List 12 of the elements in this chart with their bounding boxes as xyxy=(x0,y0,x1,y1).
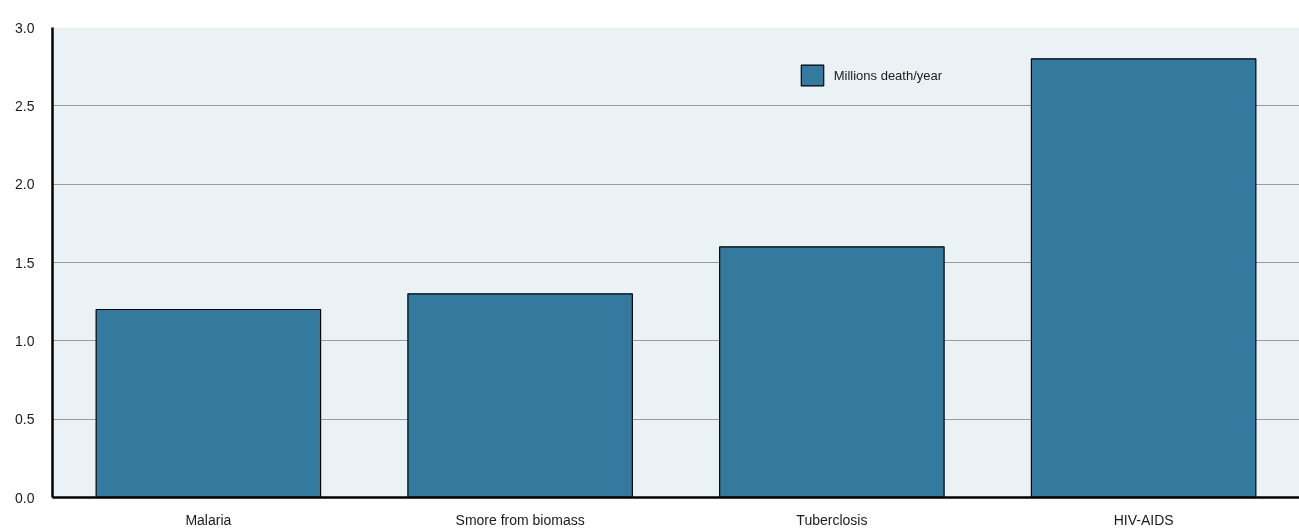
y-tick-label: 1.0 xyxy=(15,332,35,349)
x-tick-label: HIV-AIDS xyxy=(1113,511,1174,528)
y-tick-label: 1.5 xyxy=(15,254,35,271)
x-tick-label: Smore from biomass xyxy=(455,511,585,528)
y-tick-label: 2.0 xyxy=(15,176,35,193)
y-tick-label: 0.5 xyxy=(15,411,35,428)
y-tick-label: 2.5 xyxy=(15,97,35,114)
y-tick-label: 0.0 xyxy=(15,489,35,506)
x-tick-label: Malaria xyxy=(185,511,232,528)
x-tick-label: Tuberclosis xyxy=(796,511,868,528)
legend-label: Millions death/year xyxy=(833,67,943,83)
y-tick-label: 3.0 xyxy=(15,19,35,36)
